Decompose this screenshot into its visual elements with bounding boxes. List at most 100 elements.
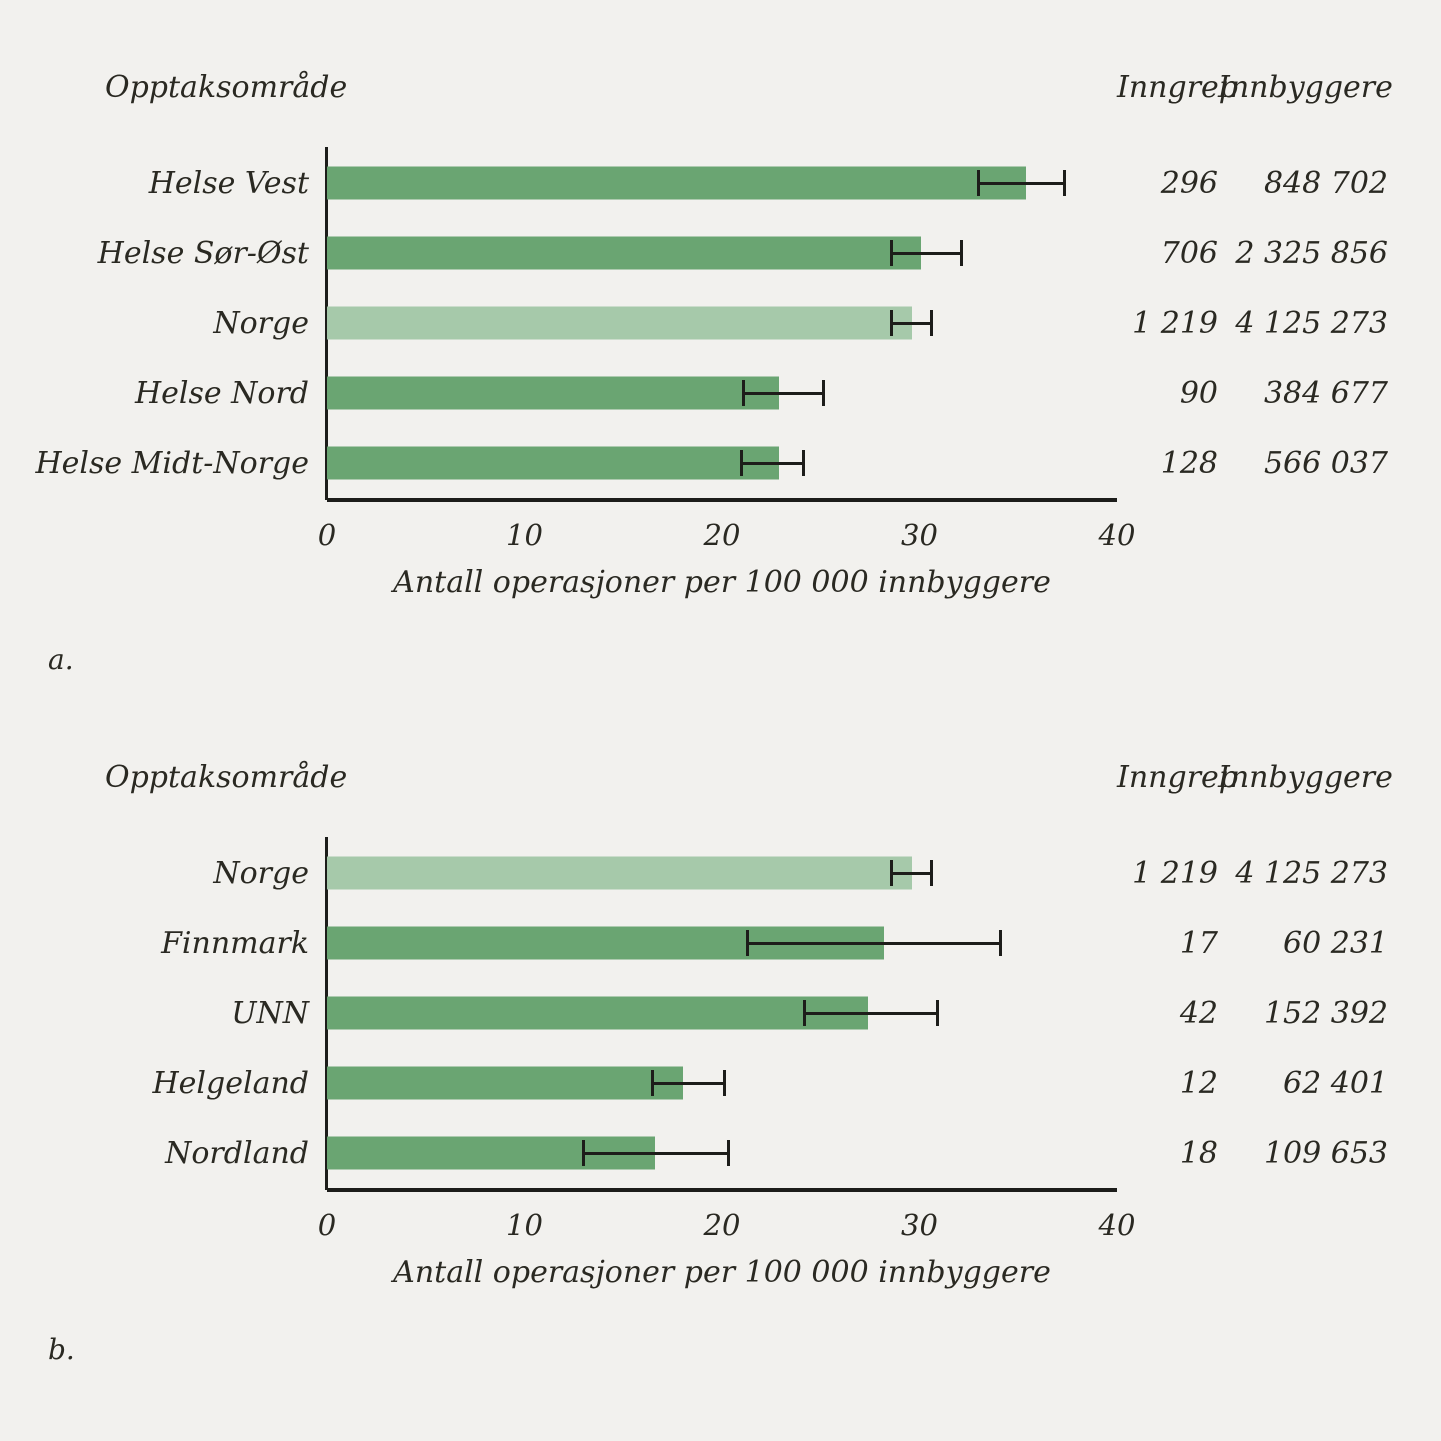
bar-row: Norge 1 219 4 125 273 <box>0 288 1388 358</box>
inngrep-value: 17 <box>1179 925 1218 961</box>
x-tick-label: 20 <box>703 1208 741 1242</box>
bar-rows: Helse Vest 296 848 702 Helse Sør-Øst 706 2 32… <box>0 148 1388 498</box>
x-axis-line <box>327 498 1117 502</box>
bar-track <box>327 978 1117 1048</box>
column-header-category: Opptaksområde <box>105 70 348 105</box>
bar-row: Helgeland 12 62 401 <box>0 1048 1388 1118</box>
innbyggere-value: 109 653 <box>1263 1135 1388 1171</box>
category-label: Helgeland <box>152 1065 309 1101</box>
error-bar <box>976 170 1066 196</box>
inngrep-value: 706 <box>1160 235 1218 271</box>
bar-track <box>327 288 1117 358</box>
error-bar <box>889 240 963 266</box>
bar-row: Helse Vest 296 848 702 <box>0 148 1388 218</box>
bar-row: Nordland 18 109 653 <box>0 1118 1388 1188</box>
bar <box>327 236 922 270</box>
error-bar <box>802 1000 940 1026</box>
error-bar-line <box>584 1151 727 1155</box>
bar <box>327 306 912 340</box>
bar <box>327 446 780 480</box>
category-label: Finnmark <box>161 925 309 961</box>
x-tick-label: 20 <box>703 518 741 552</box>
x-tick-label: 30 <box>901 518 938 552</box>
x-tick-labels: 0 10 20 30 40 <box>318 518 1136 554</box>
error-bar-line <box>744 391 822 395</box>
x-tick-label: 0 <box>317 518 337 552</box>
column-header-row: Opptaksområde Inngrep Innbyggere <box>0 70 1393 105</box>
x-axis-line <box>327 1188 1117 1192</box>
inngrep-value: 18 <box>1179 1135 1218 1171</box>
innbyggere-value: 384 677 <box>1263 375 1388 411</box>
category-label: Norge <box>213 855 309 891</box>
innbyggere-value: 4 125 273 <box>1235 305 1388 341</box>
panel-label-b: b. <box>48 1333 75 1366</box>
error-bar <box>889 860 934 886</box>
error-bar-line <box>805 1011 937 1015</box>
x-axis-title: Antall operasjoner per 100 000 innbygger… <box>393 565 1051 600</box>
column-header-category: Opptaksområde <box>105 760 348 795</box>
error-bar <box>650 1070 726 1096</box>
column-header-innbyggere: Innbyggere <box>1218 760 1393 795</box>
y-axis-line <box>325 837 328 1190</box>
bar-row: UNN 42 152 392 <box>0 978 1388 1048</box>
error-bar-line <box>979 181 1063 185</box>
bar <box>327 856 912 890</box>
error-bar <box>739 450 805 476</box>
innbyggere-value: 60 231 <box>1283 925 1388 961</box>
chart-panel-b: Opptaksområde Inngrep Innbyggere Norge 1 … <box>0 750 1441 1400</box>
bar-track <box>327 908 1117 978</box>
panel-label-a: a. <box>48 643 74 676</box>
innbyggere-value: 566 037 <box>1263 445 1388 481</box>
bar-track <box>327 838 1117 908</box>
chart-panel-a: Opptaksområde Inngrep Innbyggere Helse V… <box>0 60 1441 710</box>
inngrep-value: 1 219 <box>1132 305 1218 341</box>
bar-track <box>327 1118 1117 1188</box>
error-bar <box>741 380 825 406</box>
inngrep-value: 296 <box>1160 165 1218 201</box>
bar-track <box>327 358 1117 428</box>
innbyggere-value: 152 392 <box>1263 995 1388 1031</box>
innbyggere-value: 848 702 <box>1263 165 1388 201</box>
error-bar <box>745 930 1003 956</box>
error-bar-line <box>653 1081 723 1085</box>
error-bar-line <box>742 461 802 465</box>
inngrep-value: 128 <box>1160 445 1218 481</box>
category-label: Helse Sør-Øst <box>97 235 309 271</box>
x-tick-labels: 0 10 20 30 40 <box>318 1208 1136 1244</box>
x-tick-label: 40 <box>1098 518 1136 552</box>
innbyggere-value: 62 401 <box>1283 1065 1388 1101</box>
x-tick-label: 0 <box>317 1208 337 1242</box>
x-tick-label: 30 <box>901 1208 938 1242</box>
error-bar <box>889 310 934 336</box>
category-label: Helse Nord <box>134 375 309 411</box>
bar-track <box>327 1048 1117 1118</box>
x-tick-label: 40 <box>1098 1208 1136 1242</box>
column-header-inngrep: Inngrep <box>1117 760 1238 795</box>
category-label: UNN <box>231 995 309 1031</box>
innbyggere-value: 4 125 273 <box>1235 855 1388 891</box>
x-tick-label: 10 <box>506 518 543 552</box>
column-header-row: Opptaksområde Inngrep Innbyggere <box>0 760 1393 795</box>
column-header-inngrep: Inngrep <box>1117 70 1238 105</box>
category-label: Helse Vest <box>148 165 309 201</box>
category-label: Norge <box>213 305 309 341</box>
bar-row: Finnmark 17 60 231 <box>0 908 1388 978</box>
bar <box>327 1066 683 1100</box>
inngrep-value: 1 219 <box>1132 855 1218 891</box>
bar-row: Norge 1 219 4 125 273 <box>0 838 1388 908</box>
x-tick-label: 10 <box>506 1208 543 1242</box>
x-axis-title: Antall operasjoner per 100 000 innbygger… <box>393 1255 1051 1290</box>
inngrep-value: 42 <box>1179 995 1218 1031</box>
bar <box>327 166 1027 200</box>
bar-rows: Norge 1 219 4 125 273 Finnmark 17 60 231 UNN 42… <box>0 838 1388 1188</box>
bar <box>327 376 780 410</box>
bar <box>327 996 869 1030</box>
error-bar-line <box>892 321 931 325</box>
bar-track <box>327 218 1117 288</box>
error-bar-line <box>892 871 931 875</box>
inngrep-value: 12 <box>1179 1065 1218 1101</box>
bar-row: Helse Nord 90 384 677 <box>0 358 1388 428</box>
column-header-innbyggere: Innbyggere <box>1218 70 1393 105</box>
error-bar <box>581 1140 730 1166</box>
error-bar-line <box>892 251 960 255</box>
